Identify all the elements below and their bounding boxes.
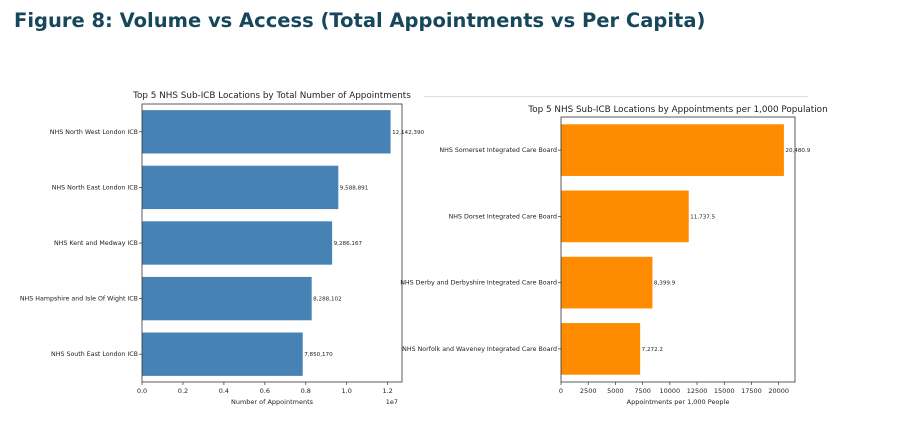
right-xtick-label-8: 17500 xyxy=(741,387,762,395)
left-xtick-label-6: 1.0 xyxy=(342,387,352,395)
right-value-label-3: 8,399.9 xyxy=(654,281,676,287)
left-category-label-3: NHS Kent and Medway ICB xyxy=(54,240,138,247)
right-xtick-label-1: 0 xyxy=(559,387,563,395)
right-category-label-2: NHS Dorset Integrated Care Board xyxy=(449,213,557,220)
right-bar-3 xyxy=(561,256,653,309)
right-bar-2 xyxy=(561,190,689,243)
figure-title: Figure 8: Volume vs Access (Total Appoin… xyxy=(14,9,706,32)
left-x-axis-label: Number of Appointments xyxy=(231,398,314,406)
left-bar-4 xyxy=(142,276,312,321)
left-xtick-label-2: 0.2 xyxy=(178,387,188,395)
left-value-label-5: 7,850,170 xyxy=(304,352,333,358)
right-xtick-label-3: 5000 xyxy=(607,387,624,395)
right-xtick-label-4: 7500 xyxy=(634,387,651,395)
left-value-label-2: 9,588,891 xyxy=(340,185,369,191)
right-chart-title: Top 5 NHS Sub-ICB Locations by Appointme… xyxy=(527,105,827,115)
right-xtick-label-6: 12500 xyxy=(687,387,708,395)
right-xtick-label-9: 20000 xyxy=(768,387,789,395)
right-xtick-label-5: 10000 xyxy=(659,387,680,395)
right-value-label-1: 20,480.9 xyxy=(785,148,810,154)
right-xtick-label-7: 15000 xyxy=(714,387,735,395)
left-value-label-3: 9,286,167 xyxy=(334,241,363,247)
left-category-label-2: NHS North East London ICB xyxy=(52,184,138,191)
left-xtick-label-1: 0.0 xyxy=(137,387,147,395)
left-bar-1 xyxy=(142,110,391,154)
right-x-axis-label: Appointments per 1,000 People xyxy=(627,398,730,406)
left-chart-title: Top 5 NHS Sub-ICB Locations by Total Num… xyxy=(132,91,411,101)
left-bar-2 xyxy=(142,165,339,210)
right-category-label-3: NHS Derby and Derbyshire Integrated Care… xyxy=(400,280,557,287)
left-xtick-label-4: 0.6 xyxy=(260,387,270,395)
right-bar-1 xyxy=(561,124,784,176)
left-category-label-4: NHS Hampshire and Isle Of Wight ICB xyxy=(20,296,138,303)
left-xtick-label-3: 0.4 xyxy=(219,387,229,395)
left-x-scale-note: 1e7 xyxy=(386,398,398,406)
left-category-label-1: NHS North West London ICB xyxy=(50,129,138,136)
left-bar-5 xyxy=(142,332,303,376)
left-category-label-5: NHS South East London ICB xyxy=(51,351,138,358)
right-value-label-4: 7,272.2 xyxy=(642,347,663,353)
right-category-label-1: NHS Somerset Integrated Care Board xyxy=(439,147,557,154)
left-xtick-label-5: 0.8 xyxy=(301,387,311,395)
right-category-label-4: NHS Norfolk and Waveney Integrated Care … xyxy=(402,346,557,353)
right-bar-4 xyxy=(561,323,641,375)
right-xtick-label-2: 2500 xyxy=(580,387,597,395)
divider-line xyxy=(424,96,808,97)
left-value-label-4: 8,288,102 xyxy=(313,297,341,303)
left-plot-frame xyxy=(141,103,403,383)
right-plot-frame xyxy=(560,116,796,383)
left-value-label-1: 12,142,390 xyxy=(392,130,424,136)
left-xtick-label-7: 1.2 xyxy=(382,387,392,395)
right-value-label-2: 11,737.5 xyxy=(690,214,715,220)
left-bar-3 xyxy=(142,221,333,265)
